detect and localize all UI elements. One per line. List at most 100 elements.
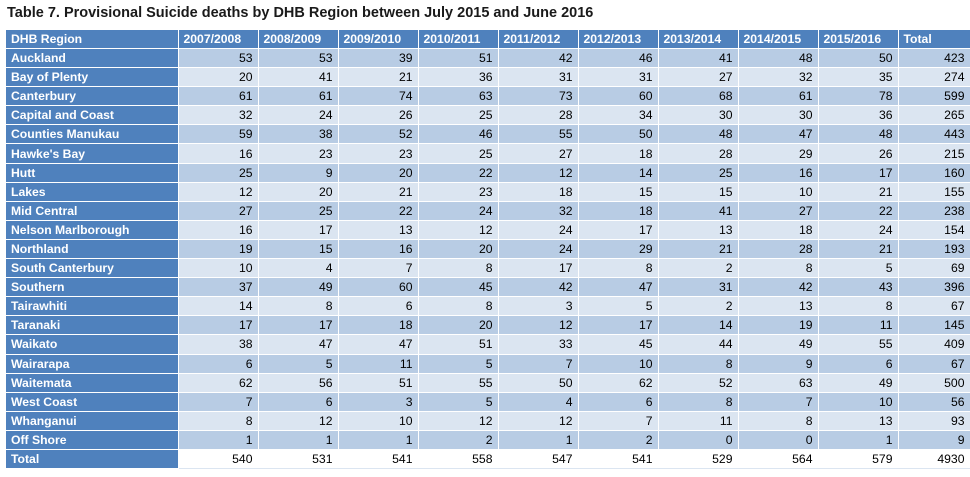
- value-cell: 55: [418, 373, 499, 393]
- table-row: Northland 19 15 16 20 24 29 21 28 21 193: [6, 239, 970, 260]
- value-cell: 5: [818, 258, 899, 279]
- row-total-cell: 265: [898, 105, 970, 126]
- value-cell: 46: [578, 48, 659, 69]
- value-cell: 2: [578, 430, 659, 450]
- value-cell: 13: [738, 296, 819, 317]
- value-cell: 73: [498, 86, 579, 107]
- value-cell: 23: [418, 182, 499, 202]
- value-cell: 12: [418, 411, 499, 431]
- value-cell: 32: [738, 67, 819, 88]
- region-name-cell: Hawke's Bay: [6, 143, 179, 164]
- value-cell: 63: [738, 373, 819, 393]
- value-cell: 18: [738, 220, 819, 240]
- value-cell: 42: [738, 277, 819, 298]
- value-cell: 11: [338, 354, 419, 374]
- table-caption: Table 7. Provisional Suicide deaths by D…: [7, 5, 594, 21]
- value-cell: 47: [258, 334, 339, 355]
- value-cell: 8: [578, 258, 659, 279]
- value-cell: 50: [818, 48, 899, 69]
- region-name-cell: Southern: [6, 277, 179, 298]
- row-total-cell: 409: [898, 334, 970, 355]
- value-cell: 41: [658, 48, 739, 69]
- value-cell: 48: [658, 124, 739, 145]
- row-total-cell: 9: [898, 430, 970, 450]
- region-name-cell: Bay of Plenty: [6, 67, 179, 88]
- value-cell: 49: [818, 373, 899, 393]
- table-row: Waitemata 62 56 51 55 50 62 52 63 49 500: [6, 373, 970, 393]
- value-cell: 8: [658, 354, 739, 374]
- value-cell: 44: [658, 334, 739, 355]
- value-cell: 33: [498, 334, 579, 355]
- value-cell: 56: [258, 373, 339, 393]
- row-total-cell: 56: [898, 392, 970, 412]
- value-cell: 12: [498, 315, 579, 336]
- value-cell: 41: [258, 67, 339, 88]
- value-cell: 1: [818, 430, 899, 450]
- table-row: Canterbury 61 61 74 63 73 60 68 61 78 599: [6, 86, 970, 107]
- value-cell: 5: [418, 354, 499, 374]
- value-cell: 29: [738, 143, 819, 164]
- value-cell: 14: [178, 296, 259, 317]
- value-cell: 22: [818, 201, 899, 221]
- value-cell: 47: [738, 124, 819, 145]
- table-row: Off Shore 1 1 1 2 1 2 0 0 1 9: [6, 430, 970, 450]
- value-cell: 14: [578, 163, 659, 183]
- region-name-cell: Lakes: [6, 182, 179, 202]
- value-cell: 55: [498, 124, 579, 145]
- value-cell: 9: [738, 354, 819, 374]
- grand-total-cell: 4930: [898, 449, 970, 470]
- table-row: Whanganui 8 12 10 12 12 7 11 8 13 93: [6, 411, 970, 431]
- row-total-cell: 93: [898, 411, 970, 431]
- table-row: Taranaki 17 17 18 20 12 17 14 19 11 145: [6, 315, 970, 336]
- value-cell: 27: [738, 201, 819, 221]
- value-cell: 23: [338, 143, 419, 164]
- table-row: Mid Central 27 25 22 24 32 18 41 27 22 238: [6, 201, 970, 221]
- value-cell: 19: [738, 315, 819, 336]
- value-cell: 17: [578, 315, 659, 336]
- value-cell: 5: [578, 296, 659, 317]
- value-cell: 29: [578, 239, 659, 260]
- value-cell: 27: [178, 201, 259, 221]
- value-cell: 21: [658, 239, 739, 260]
- value-cell: 43: [818, 277, 899, 298]
- value-cell: 12: [498, 163, 579, 183]
- region-name-cell: Northland: [6, 239, 179, 260]
- value-cell: 24: [498, 220, 579, 240]
- value-cell: 32: [498, 201, 579, 221]
- value-cell: 22: [338, 201, 419, 221]
- value-cell: 25: [658, 163, 739, 183]
- column-total-cell: 558: [418, 449, 499, 470]
- column-header-region: DHB Region: [6, 30, 179, 49]
- row-total-cell: 443: [898, 124, 970, 145]
- value-cell: 34: [578, 105, 659, 126]
- value-cell: 32: [178, 105, 259, 126]
- suicide-deaths-table: DHB Region 2007/2008 2008/2009 2009/2010…: [6, 30, 970, 470]
- value-cell: 25: [418, 105, 499, 126]
- region-name-cell: Waitemata: [6, 373, 179, 393]
- value-cell: 59: [178, 124, 259, 145]
- value-cell: 62: [578, 373, 659, 393]
- value-cell: 17: [178, 315, 259, 336]
- value-cell: 8: [418, 296, 499, 317]
- value-cell: 31: [658, 277, 739, 298]
- value-cell: 18: [578, 201, 659, 221]
- table-row: Hutt 25 9 20 22 12 14 25 16 17 160: [6, 163, 970, 183]
- value-cell: 46: [418, 124, 499, 145]
- region-name-cell: Off Shore: [6, 430, 179, 450]
- value-cell: 53: [258, 48, 339, 69]
- row-total-cell: 215: [898, 143, 970, 164]
- value-cell: 24: [818, 220, 899, 240]
- value-cell: 39: [338, 48, 419, 69]
- value-cell: 19: [178, 239, 259, 260]
- column-header-year: 2012/2013: [578, 30, 659, 49]
- row-total-cell: 155: [898, 182, 970, 202]
- value-cell: 25: [418, 143, 499, 164]
- column-header-year: 2009/2010: [338, 30, 419, 49]
- column-header-year: 2011/2012: [498, 30, 579, 49]
- value-cell: 27: [498, 143, 579, 164]
- value-cell: 20: [418, 239, 499, 260]
- value-cell: 17: [498, 258, 579, 279]
- value-cell: 5: [258, 354, 339, 374]
- value-cell: 17: [258, 220, 339, 240]
- row-total-cell: 599: [898, 86, 970, 107]
